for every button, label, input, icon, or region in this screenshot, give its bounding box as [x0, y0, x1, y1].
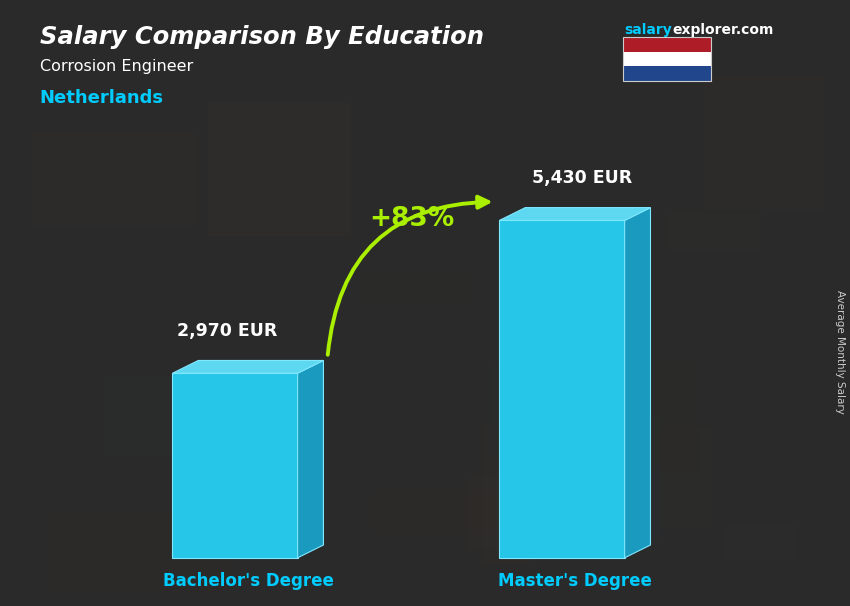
Bar	[0, 3, 121, 56]
Text: salary: salary	[624, 22, 672, 36]
Text: 2,970 EUR: 2,970 EUR	[177, 322, 277, 340]
Bar	[208, 103, 351, 236]
Bar	[244, 401, 418, 471]
Bar	[642, 362, 698, 471]
Bar	[490, 366, 615, 459]
Polygon shape	[173, 361, 324, 373]
Bar	[371, 493, 541, 531]
Text: Corrosion Engineer: Corrosion Engineer	[40, 59, 193, 74]
Bar	[53, 511, 233, 606]
Bar	[622, 66, 711, 81]
Bar	[482, 425, 533, 564]
FancyArrowPatch shape	[328, 196, 488, 355]
Bar	[622, 37, 711, 52]
Text: +83%: +83%	[369, 205, 454, 231]
Bar	[93, 238, 139, 373]
Polygon shape	[500, 221, 625, 558]
Bar	[622, 37, 711, 81]
Text: 5,430 EUR: 5,430 EUR	[532, 169, 632, 187]
Bar	[468, 477, 555, 548]
Text: Netherlands: Netherlands	[40, 89, 163, 107]
Bar	[725, 525, 797, 559]
Text: explorer.com: explorer.com	[672, 22, 774, 36]
Polygon shape	[298, 361, 324, 558]
Bar	[361, 274, 470, 306]
Polygon shape	[625, 208, 650, 558]
Bar	[580, 110, 632, 181]
Bar	[241, 0, 399, 90]
Text: Bachelor's Degree: Bachelor's Degree	[162, 572, 333, 590]
Text: Average Monthly Salary: Average Monthly Salary	[835, 290, 845, 413]
Bar	[704, 76, 850, 210]
Bar	[620, 416, 661, 541]
Bar	[667, 213, 761, 250]
Polygon shape	[173, 373, 298, 558]
Bar	[622, 52, 711, 66]
Bar	[103, 377, 228, 456]
Text: Salary Comparison By Education: Salary Comparison By Education	[40, 25, 484, 49]
Polygon shape	[500, 208, 650, 221]
Bar	[589, 428, 713, 527]
Text: Master's Degree: Master's Degree	[498, 572, 652, 590]
Bar	[32, 132, 196, 226]
